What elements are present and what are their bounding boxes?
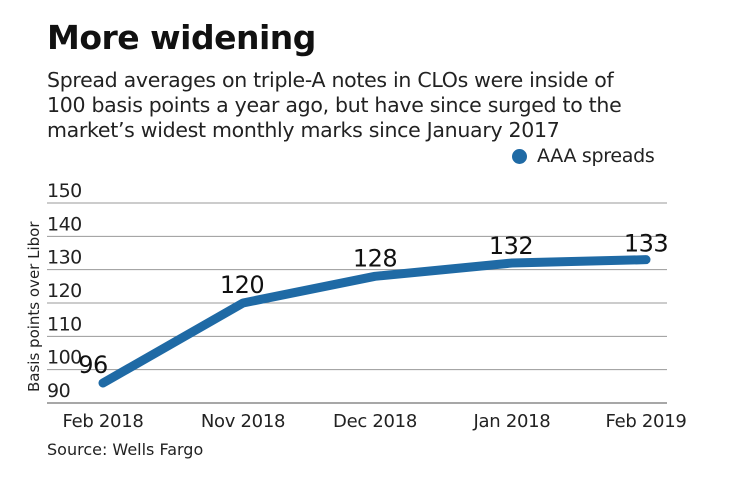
x-tick-label: Feb 2019: [606, 411, 687, 432]
data-label: 96: [78, 351, 108, 379]
y-tick-label: 100: [47, 347, 82, 369]
x-tick-label: Dec 2018: [333, 411, 417, 432]
y-tick-label: 150: [47, 180, 82, 202]
y-tick-label: 140: [47, 213, 82, 235]
data-label: 128: [353, 244, 397, 272]
x-tick-label: Feb 2018: [63, 411, 144, 432]
data-label: 120: [220, 271, 264, 299]
subtitle-line: Spread averages on triple-A notes in CLO…: [47, 68, 614, 92]
y-tick-label: 110: [47, 313, 82, 335]
legend-marker-aaa-spreads: [512, 148, 527, 164]
data-label: 133: [624, 230, 668, 258]
source-note: Source: Wells Fargo: [47, 440, 204, 459]
subtitle-line: 100 basis points a year ago, but have si…: [47, 93, 622, 117]
x-tick-label: Jan 2018: [473, 411, 551, 432]
chart-subtitle: Spread averages on triple-A notes in CLO…: [47, 68, 727, 143]
y-axis-title: Basis points over Libor: [25, 221, 43, 392]
y-tick-label: 130: [47, 247, 82, 269]
y-tick-label: 120: [47, 280, 82, 302]
legend: AAA spreads: [512, 145, 655, 167]
subtitle-line: market’s widest monthly marks since Janu…: [47, 118, 560, 142]
chart-title: More widening: [47, 18, 316, 57]
data-label: 132: [489, 232, 533, 260]
x-tick-label: Nov 2018: [201, 411, 285, 432]
legend-label-aaa-spreads: AAA spreads: [537, 145, 655, 167]
series-line-aaa-spreads: [98, 255, 651, 388]
y-tick-label: 90: [47, 380, 70, 402]
